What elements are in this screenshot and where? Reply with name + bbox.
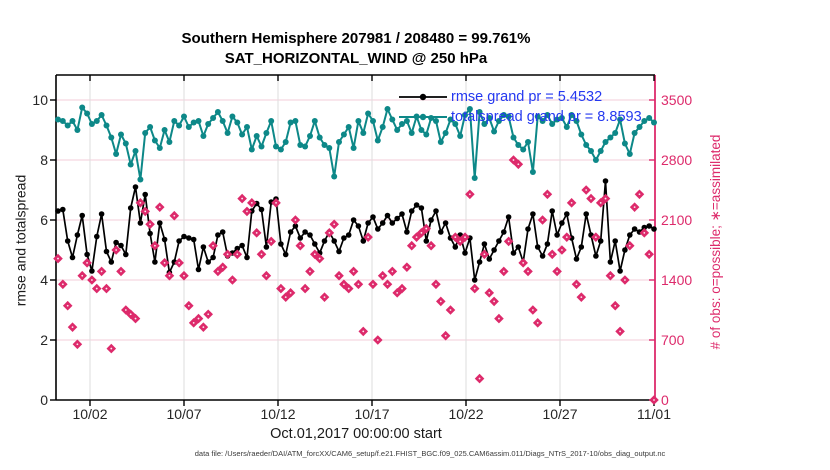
gridlines [56, 75, 655, 400]
x-tick-label: 10/02 [72, 406, 108, 422]
y-left-tick-label: 8 [40, 152, 48, 168]
chart-title-line1: Southern Hemisphere 207981 / 208480 = 99… [181, 30, 531, 47]
x-tick-label: 10/12 [260, 406, 296, 422]
legend-entry-rmse: rmse grand pr = 5.4532 [451, 89, 603, 105]
y-left-tick-label: 2 [40, 332, 48, 348]
y-right-tick-label: 700 [661, 332, 685, 348]
data-file-path: data file: /Users/raeder/DAI/ATM_forcXX/… [194, 449, 666, 458]
legend-samples [399, 93, 447, 121]
y-left-tick-label: 4 [40, 272, 48, 288]
obs-series [53, 155, 659, 405]
y-left-tick-label: 6 [40, 212, 48, 228]
y-right-tick-label: 2100 [661, 212, 693, 228]
x-tick-label: 10/07 [166, 406, 202, 422]
chart-title-line2: SAT_HORIZONTAL_WIND @ 250 hPa [224, 50, 488, 67]
totalspread-series [55, 104, 657, 183]
legend-entry-totalspread: totalspread grand pr = 8.8593 [451, 109, 642, 125]
y-left-tick-label: 10 [32, 92, 48, 108]
x-tick-label: 10/17 [354, 406, 390, 422]
axes [50, 74, 656, 406]
y-axis-right-label: # of obs: o=possible; ∗=assimilated [708, 134, 723, 350]
y-left-tick-label: 0 [40, 392, 48, 408]
x-axis-label: Oct.01,2017 00:00:00 start [270, 426, 442, 442]
y-right-tick-label: 1400 [661, 272, 693, 288]
y-axis-left-label: rmse and totalspread [12, 174, 29, 307]
y-right-tick-label: 2800 [661, 152, 693, 168]
x-tick-label: 10/22 [448, 406, 484, 422]
x-tick-label: 10/27 [542, 406, 578, 422]
y-right-tick-label: 3500 [661, 92, 693, 108]
rmse-series [55, 178, 657, 283]
y-right-tick-label: 0 [661, 392, 669, 408]
x-tick-label: 11/01 [637, 406, 671, 422]
